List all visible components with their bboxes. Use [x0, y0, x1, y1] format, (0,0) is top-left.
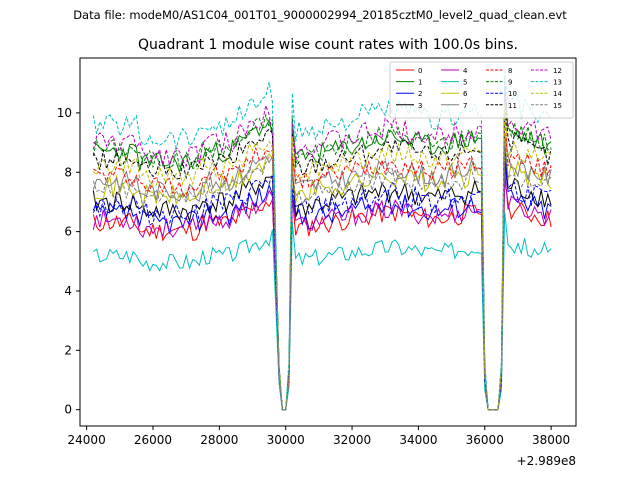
series-layer [92, 71, 552, 411]
x-tick-label: 24000 [68, 433, 106, 447]
x-tick-label: 30000 [267, 433, 305, 447]
x-tick-label: 32000 [333, 433, 371, 447]
axes-layer: 24000 26000 28000 30000 32000 34000 36000 38000… [57, 57, 577, 468]
legend-label: 13 [553, 79, 562, 87]
y-tick-label: 0 [64, 403, 72, 417]
series-line-module-12 [92, 77, 552, 411]
legend-label: 5 [463, 79, 467, 87]
legend-label: 12 [553, 67, 562, 75]
legend-label: 6 [463, 90, 468, 98]
series-line-module-15 [92, 141, 552, 411]
y-tick-label: 8 [64, 165, 72, 179]
series-line-module-13 [92, 71, 552, 411]
legend-label: 8 [508, 67, 512, 75]
series-line-module-4 [92, 169, 552, 411]
y-tick-label: 10 [57, 106, 72, 120]
legend-label: 15 [553, 102, 562, 110]
y-tick-label: 6 [64, 225, 72, 239]
legend-label: 14 [553, 90, 562, 98]
legend-label: 11 [508, 102, 517, 110]
series-line-module-8 [93, 111, 552, 411]
figure-suptitle: Data file: modeM0/AS1C04_001T01_90000029… [73, 8, 567, 22]
legend-label: 4 [463, 67, 468, 75]
x-tick-label: 28000 [200, 433, 238, 447]
y-tick-label: 2 [64, 343, 72, 357]
series-line-module-5 [93, 211, 552, 411]
legend-label: 9 [508, 79, 512, 87]
x-tick-label: 38000 [532, 433, 570, 447]
series-line-module-14 [92, 104, 552, 411]
series-line-module-6 [93, 134, 552, 411]
y-tick-label: 4 [64, 284, 72, 298]
legend-frame [389, 61, 574, 119]
x-offset-label: +2.989e8 [517, 454, 576, 468]
legend-label: 3 [418, 102, 422, 110]
legend-label: 7 [463, 102, 467, 110]
chart-title: Quadrant 1 module wise count rates with … [138, 37, 518, 53]
legend-label: 0 [418, 67, 422, 75]
x-tick-label: 36000 [466, 433, 504, 447]
legend-label: 1 [418, 79, 422, 87]
plot-frame [79, 57, 577, 427]
legend-label: 2 [418, 90, 422, 98]
series-line-module-10 [92, 145, 552, 411]
x-tick-label: 34000 [399, 433, 437, 447]
legend-label: 10 [508, 90, 517, 98]
x-tick-label: 26000 [134, 433, 172, 447]
